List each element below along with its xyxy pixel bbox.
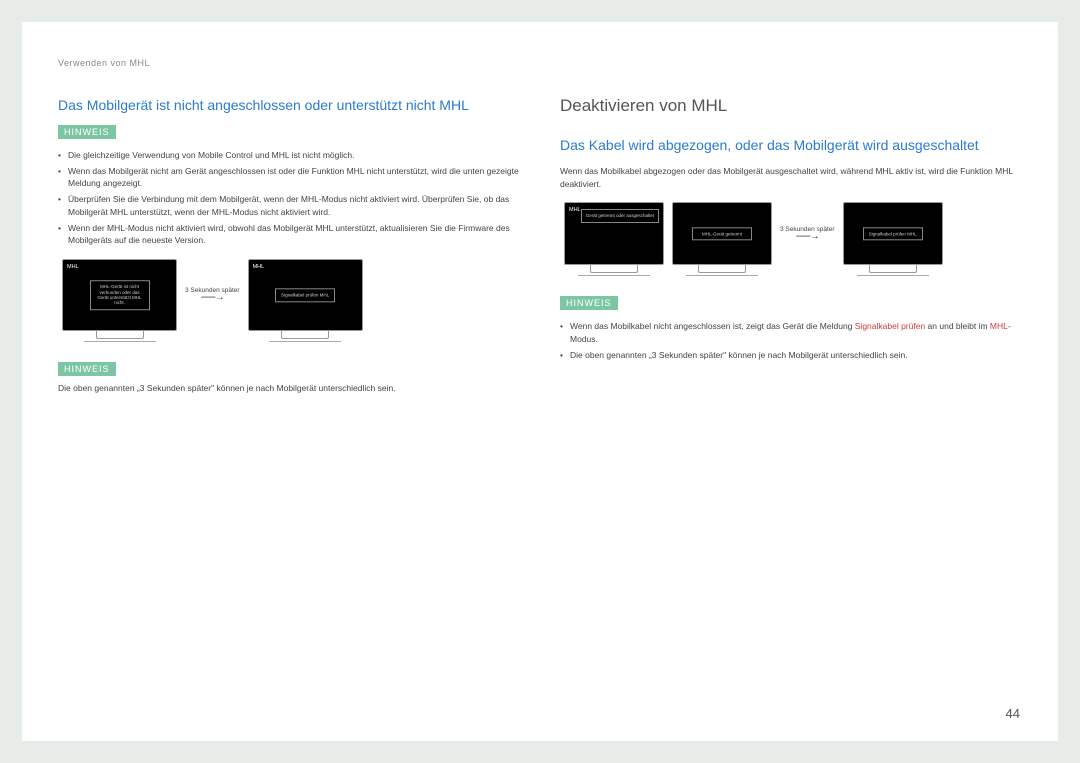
monitor-1: MHL MHL-Gerät ist nicht verbunden oder d…	[62, 259, 177, 344]
right-column: Deaktivieren von MHL Das Kabel wird abge…	[560, 96, 1022, 403]
right-notes: Wenn das Mobilkabel nicht angeschlossen …	[560, 320, 1022, 361]
screen-2: MHL Signalkabel prüfen MHL	[248, 259, 363, 331]
right-subtitle: Das Kabel wird abgezogen, oder das Mobil…	[560, 136, 1022, 155]
monitor-r1: MHL Gerät getrennt oder ausgeschaltet	[564, 202, 664, 278]
right-monitor-row: MHL Gerät getrennt oder ausgeschaltet MH…	[564, 202, 1022, 278]
monitor-stand	[96, 331, 144, 339]
document-page: Verwenden von MHL Das Mobilgerät ist nic…	[22, 22, 1058, 741]
mhl-label: MHL	[253, 264, 265, 270]
note-text: an und bleibt im	[925, 321, 990, 331]
note-text: Wenn das Mobilkabel nicht angeschlossen …	[570, 321, 855, 331]
arrow-icon: ------→	[796, 231, 819, 242]
screen-message: MHL-Gerät getrennt	[692, 227, 752, 240]
right-headline: Deaktivieren von MHL	[560, 96, 1022, 116]
screen-message: Signalkabel prüfen MHL	[275, 288, 335, 301]
bullet: Überprüfen Sie die Verbindung mit dem Mo…	[58, 193, 520, 219]
note-red: MHL	[990, 321, 1008, 331]
left-note-2: Die oben genannten „3 Sekunden später" k…	[58, 382, 520, 395]
screen-1: MHL MHL-Gerät ist nicht verbunden oder d…	[62, 259, 177, 331]
bullet: Wenn das Mobilkabel nicht angeschlossen …	[560, 320, 1022, 346]
right-para: Wenn das Mobilkabel abgezogen oder das M…	[560, 165, 1022, 191]
bullet: Die gleichzeitige Verwendung von Mobile …	[58, 149, 520, 162]
page-header: Verwenden von MHL	[58, 58, 1022, 68]
hinweis-tag-2: HINWEIS	[58, 362, 116, 376]
mhl-label: MHL	[569, 207, 581, 213]
left-bullets-1: Die gleichzeitige Verwendung von Mobile …	[58, 149, 520, 247]
monitor-base	[578, 275, 650, 278]
monitor-stand	[869, 265, 917, 273]
monitor-base	[269, 341, 341, 344]
left-title: Das Mobilgerät ist nicht angeschlossen o…	[58, 96, 520, 115]
screen-r2: MHL-Gerät getrennt	[672, 202, 772, 265]
monitor-stand	[698, 265, 746, 273]
monitor-base	[84, 341, 156, 344]
bullet: Die oben genannten „3 Sekunden später" k…	[560, 349, 1022, 362]
screen-r3: Signalkabel prüfen MHL	[843, 202, 943, 265]
monitor-base	[686, 275, 758, 278]
left-column: Das Mobilgerät ist nicht angeschlossen o…	[58, 96, 520, 403]
monitor-2: MHL Signalkabel prüfen MHL	[248, 259, 363, 344]
note-red: Signalkabel prüfen	[855, 321, 925, 331]
transition-label: 3 Sekunden später ------→	[780, 226, 835, 241]
screen-message: Signalkabel prüfen MHL	[863, 227, 923, 240]
monitor-stand	[590, 265, 638, 273]
left-monitor-row: MHL MHL-Gerät ist nicht verbunden oder d…	[62, 259, 520, 344]
monitor-stand	[281, 331, 329, 339]
hinweis-tag-1: HINWEIS	[58, 125, 116, 139]
monitor-base	[857, 275, 929, 278]
transition-label: 3 Sekunden später ------→	[185, 287, 240, 302]
monitor-r2: MHL-Gerät getrennt	[672, 202, 772, 278]
monitor-r3: Signalkabel prüfen MHL	[843, 202, 943, 278]
bullet: Wenn das Mobilgerät nicht am Gerät anges…	[58, 165, 520, 191]
screen-message: MHL-Gerät ist nicht verbunden oder das G…	[90, 280, 150, 310]
bullet: Wenn der MHL-Modus nicht aktiviert wird,…	[58, 222, 520, 248]
arrow-icon: ------→	[201, 292, 224, 303]
mhl-label: MHL	[67, 264, 79, 270]
screen-message: Gerät getrennt oder ausgeschaltet	[581, 209, 659, 222]
hinweis-tag-r: HINWEIS	[560, 296, 618, 310]
content-columns: Das Mobilgerät ist nicht angeschlossen o…	[58, 96, 1022, 403]
screen-r1: MHL Gerät getrennt oder ausgeschaltet	[564, 202, 664, 265]
page-number: 44	[1006, 706, 1020, 721]
